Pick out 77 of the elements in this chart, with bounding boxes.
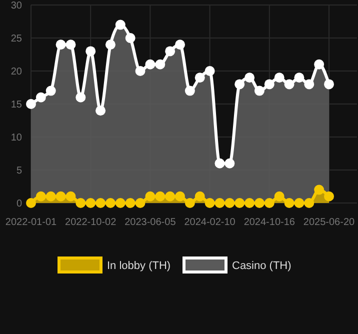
point [175,40,185,50]
point [145,191,156,202]
point [105,198,116,208]
point [115,20,126,30]
point [96,198,106,208]
point [314,184,324,195]
point [86,198,96,208]
point [36,191,46,202]
x-tick-label: 2022-01-01 [5,217,58,228]
y-tick-label: 5 [16,166,22,176]
point [194,72,205,83]
point [155,191,166,202]
point [264,79,274,90]
y-tick-label: 20 [10,66,22,78]
point [284,198,294,208]
point [214,198,225,208]
point [274,72,284,83]
point [36,92,46,102]
point [135,66,146,76]
point [294,72,304,83]
point [204,66,215,76]
x-tick-label: 2024-10-16 [244,217,296,228]
point [165,191,176,202]
point [204,198,215,208]
point [254,198,264,208]
point [304,79,314,90]
point [274,191,284,202]
point [244,198,255,208]
point [76,92,86,102]
point [26,198,36,208]
point [76,198,86,208]
y-tick-label: 30 [10,0,22,12]
point [194,191,205,202]
x-tick-label: 2025-06-20 [303,217,356,228]
point [135,198,146,208]
point [155,59,166,70]
point [66,191,76,202]
point [56,191,66,202]
point [294,198,304,208]
x-tick-label: 2022-10-02 [65,217,117,228]
point [125,33,136,43]
point [105,40,116,50]
point [254,86,264,96]
point [86,46,96,56]
point [145,59,156,70]
point [284,79,294,90]
point [234,198,245,208]
point [244,72,255,83]
y-tick-label: 15 [10,100,22,110]
point [125,198,136,208]
point [56,40,66,50]
x-tick-label: 2024-02-10 [184,217,236,228]
point [314,59,324,70]
point [46,86,56,96]
point [224,198,235,208]
point [184,86,195,96]
point [165,46,176,56]
point [304,198,314,208]
point [96,106,106,116]
point [175,191,185,202]
point [324,191,334,202]
point [324,79,334,90]
point [26,99,36,109]
legend-label: Casino (TH) [232,260,292,272]
point [66,40,76,50]
point [224,158,235,168]
point [184,198,195,208]
y-tick-label: 25 [10,34,22,44]
legend-label: In lobby (TH) [107,260,171,272]
x-tick-label: 2023-06-05 [124,217,176,228]
point [214,158,225,168]
point [234,79,245,90]
point [46,191,56,202]
point [115,198,126,208]
y-tick-label: 0 [16,198,22,210]
y-tick-label: 10 [10,132,22,144]
point [264,198,274,208]
